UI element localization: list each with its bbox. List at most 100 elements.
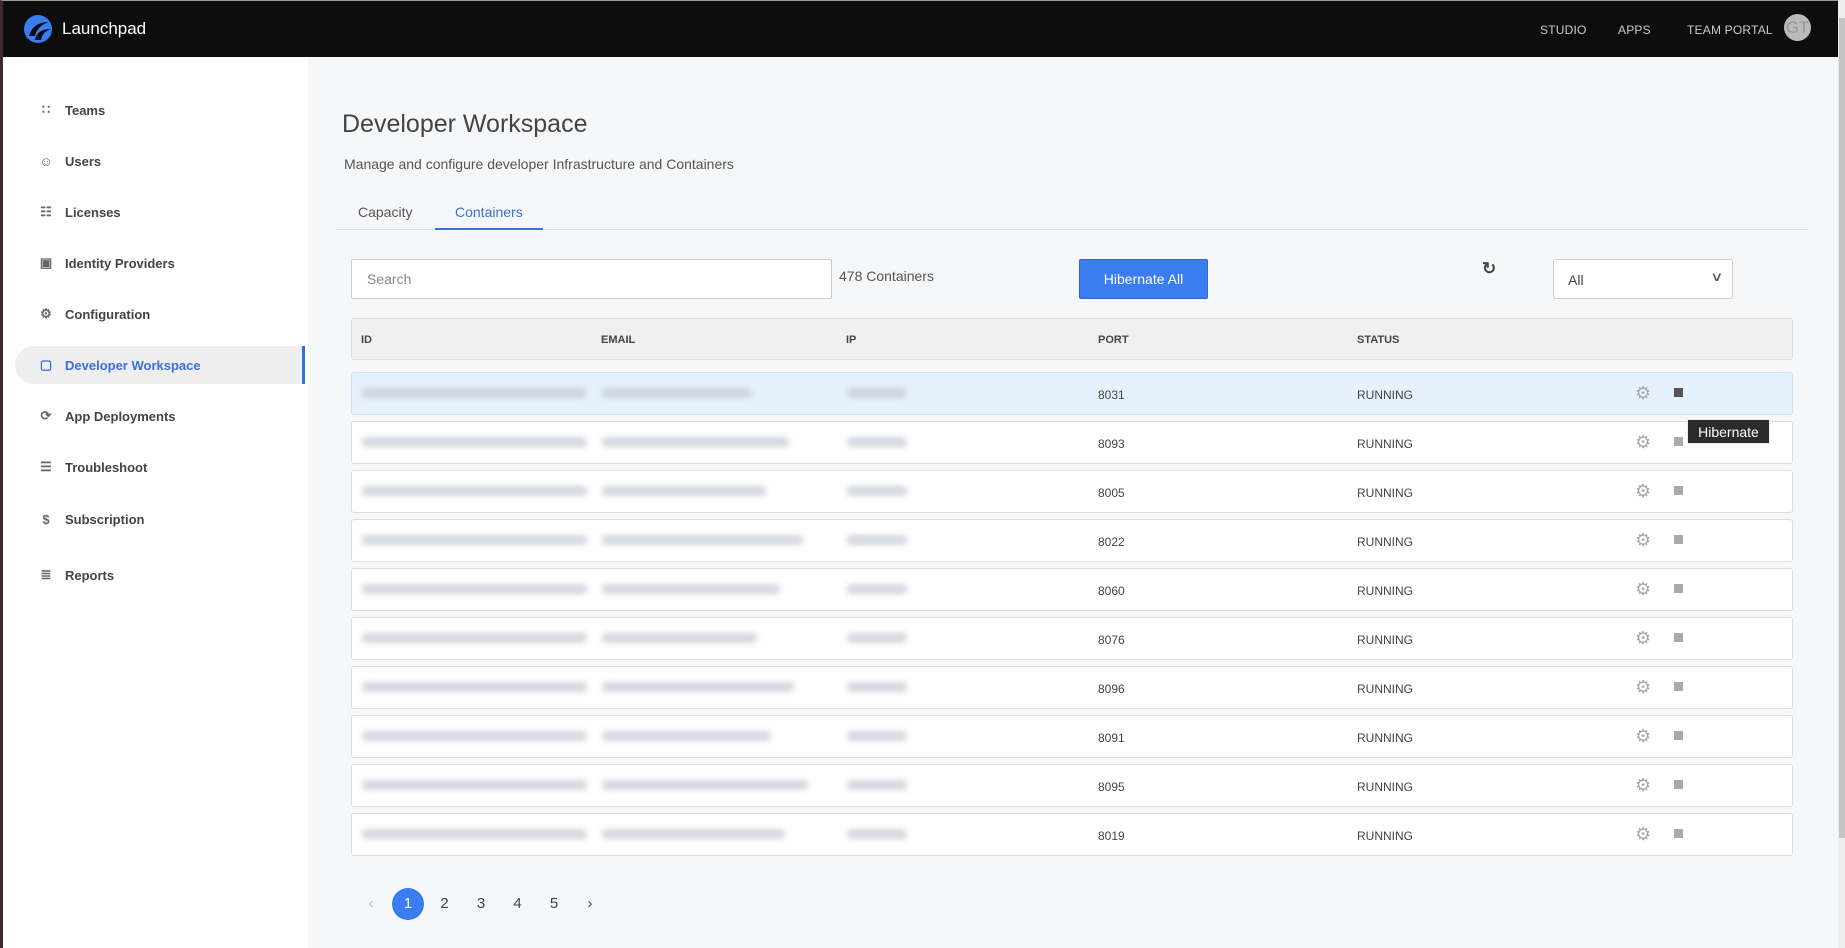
status-cell: RUNNING [1357,584,1413,598]
sidebar-item-label: Users [65,153,102,169]
filter-value: All [1568,272,1584,288]
sidebar-item-reports[interactable]: ≣ Reports [15,556,305,594]
sidebar-item-developer-workspace[interactable]: ▢ Developer Workspace [15,346,305,384]
chevron-down-icon: ∨ [1710,269,1724,284]
sidebar-item-subscription[interactable]: $ Subscription [15,500,305,538]
redacted-ip [847,388,907,398]
table-row[interactable]: 8095 RUNNING ⚙ [351,764,1793,807]
tab-containers[interactable]: Containers [455,204,523,220]
table-row[interactable]: 8031 RUNNING ⚙ [351,372,1793,415]
table-row[interactable]: 8091 RUNNING ⚙ [351,715,1793,758]
page-subtitle: Manage and configure developer Infrastru… [344,156,734,172]
sidebar-item-label: Configuration [65,306,151,322]
port-cell: 8076 [1098,633,1125,647]
redacted-email [602,388,752,398]
table-row[interactable]: 8005 RUNNING ⚙ [351,470,1793,513]
redacted-ip [847,633,907,643]
sidebar-item-label: Reports [65,567,115,583]
search-input[interactable] [351,259,832,299]
sidebar-item-configuration[interactable]: ⚙ Configuration [15,295,305,333]
redacted-id [362,682,587,692]
top-bar: Launchpad STUDIO APPS TEAM PORTAL GT [0,0,1838,57]
hibernate-stop-icon[interactable] [1674,584,1683,593]
hibernate-stop-icon[interactable] [1674,682,1683,691]
deploy-icon: ⟳ [40,408,52,423]
sidebar-item-users[interactable]: ☺ Users [15,142,305,180]
active-tab-indicator [435,228,543,230]
sidebar-item-licenses[interactable]: ☷ Licenses [15,193,305,231]
sidebar-item-label: Subscription [65,511,145,527]
hibernate-stop-icon[interactable] [1674,731,1683,740]
sidebar [3,57,308,948]
status-cell: RUNNING [1357,829,1413,843]
page-4-button[interactable]: 4 [513,895,522,912]
sidebar-item-label: Licenses [65,204,121,220]
redacted-email [602,731,771,741]
port-cell: 8005 [1098,486,1125,500]
table-row[interactable]: 8022 RUNNING ⚙ [351,519,1793,562]
refresh-icon[interactable]: ↻ [1482,259,1497,278]
table-row[interactable]: 8093 RUNNING ⚙ [351,421,1793,464]
settings-gear-icon[interactable]: ⚙ [1635,432,1652,452]
sidebar-item-app-deployments[interactable]: ⟳ App Deployments [15,397,305,435]
table-row[interactable]: 8076 RUNNING ⚙ [351,617,1793,660]
nav-team-portal[interactable]: TEAM PORTAL [1687,23,1773,37]
table-row[interactable]: 8019 RUNNING ⚙ [351,813,1793,856]
page-2-button[interactable]: 2 [440,895,449,912]
settings-gear-icon[interactable]: ⚙ [1635,824,1652,844]
redacted-id [362,584,587,594]
table-row[interactable]: 8060 RUNNING ⚙ [351,568,1793,611]
status-filter-select[interactable]: All ∨ [1553,259,1733,299]
port-cell: 8091 [1098,731,1125,745]
scrollbar-thumb[interactable] [1839,18,1845,838]
status-cell: RUNNING [1357,780,1413,794]
redacted-email [602,535,803,545]
redacted-email [602,682,794,692]
avatar[interactable]: GT [1784,14,1811,41]
config-gear-icon: ⚙ [40,306,52,321]
prev-page-button[interactable]: ‹ [368,895,374,912]
tab-capacity[interactable]: Capacity [358,204,413,220]
page-title: Developer Workspace [342,110,588,138]
hibernate-stop-icon[interactable] [1674,486,1683,495]
hibernate-stop-icon[interactable] [1674,535,1683,544]
status-cell: RUNNING [1357,388,1413,402]
sidebar-item-identity-providers[interactable]: ▣ Identity Providers [15,244,305,282]
hibernate-stop-icon[interactable] [1674,829,1683,838]
status-cell: RUNNING [1357,486,1413,500]
settings-gear-icon[interactable]: ⚙ [1635,579,1652,599]
settings-gear-icon[interactable]: ⚙ [1635,677,1652,697]
sidebar-item-label: Developer Workspace [65,357,201,373]
users-icon: ☺ [39,153,53,169]
page-5-button[interactable]: 5 [549,895,559,912]
hibernate-stop-icon[interactable] [1674,437,1683,446]
nav-studio[interactable]: STUDIO [1540,23,1587,37]
nav-apps[interactable]: APPS [1618,23,1651,37]
page-1-button[interactable]: 1 [392,888,424,920]
settings-gear-icon[interactable]: ⚙ [1635,726,1652,746]
hibernate-all-button[interactable]: Hibernate All [1079,259,1208,299]
redacted-email [602,486,766,496]
hibernate-stop-icon[interactable] [1674,388,1683,397]
port-cell: 8019 [1098,829,1125,843]
redacted-id [362,486,587,496]
settings-gear-icon[interactable]: ⚙ [1635,383,1652,403]
settings-gear-icon[interactable]: ⚙ [1635,775,1652,795]
page-3-button[interactable]: 3 [476,895,486,912]
sidebar-item-troubleshoot[interactable]: ☰ Troubleshoot [15,448,305,486]
settings-gear-icon[interactable]: ⚙ [1635,530,1652,550]
sidebar-item-label: Identity Providers [65,255,175,271]
redacted-ip [847,584,907,594]
hibernate-stop-icon[interactable] [1674,780,1683,789]
document-icon: ≣ [40,567,52,582]
settings-gear-icon[interactable]: ⚙ [1635,628,1652,648]
table-row[interactable]: 8096 RUNNING ⚙ [351,666,1793,709]
table-header: ID EMAIL IP PORT STATUS [351,318,1793,360]
container-count: 478 Containers [839,268,934,284]
teams-icon: ∷ [41,102,51,117]
dollar-icon: $ [42,511,50,527]
next-page-button[interactable]: › [587,895,593,912]
sidebar-item-teams[interactable]: ∷ Teams [15,91,305,129]
hibernate-stop-icon[interactable] [1674,633,1683,642]
settings-gear-icon[interactable]: ⚙ [1635,481,1652,501]
